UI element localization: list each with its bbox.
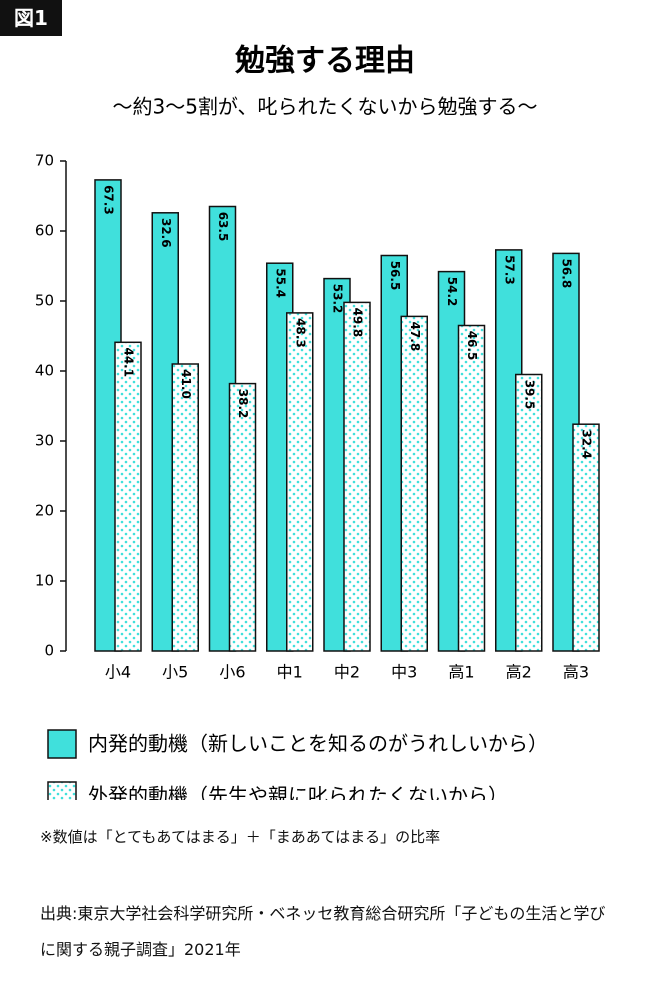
value-label: 54.2 (445, 277, 459, 307)
bar (114, 341, 142, 652)
y-tick-label: 50 (35, 292, 54, 310)
source: 出典:東京大学社会科学研究所・ベネッセ教育総合研究所「子どもの生活と学びに関する… (40, 904, 606, 959)
note: ※数値は「とてもあてはまる」＋「まああてはまる」の比率 (40, 828, 441, 846)
bar (228, 382, 257, 652)
x-tick-label: 高3 (563, 663, 589, 682)
legend-label: 外発的動機（先生や親に叱られたくないから） (88, 784, 508, 801)
bar (343, 301, 371, 652)
value-label: 48.3 (293, 318, 307, 348)
bar (286, 312, 314, 652)
x-tick-label: 小4 (105, 663, 131, 682)
chart: 勉強する理由 〜約3〜5割が、叱られたくないから勉強する〜 0 10 20 30 40 5… (35, 44, 600, 801)
legend-swatch (47, 729, 77, 759)
value-label: 32.4 (580, 429, 594, 459)
value-label: 46.5 (465, 331, 479, 361)
x-tick-label: 高2 (506, 663, 532, 682)
y-tick-label: 60 (35, 222, 54, 240)
x-tick-label: 中3 (391, 663, 417, 682)
value-label: 41.0 (179, 369, 193, 399)
x-tick-label: 中2 (334, 663, 360, 682)
value-label: 57.3 (502, 255, 516, 285)
bar (171, 363, 199, 652)
value-label: 53.2 (331, 284, 345, 314)
x-tick-label: 高1 (448, 663, 474, 682)
x-tick-label: 中1 (277, 663, 303, 682)
chart-subtitle: 〜約3〜5割が、叱られたくないから勉強する〜 (112, 95, 537, 119)
value-label: 47.8 (408, 322, 422, 352)
y-tick-label: 0 (44, 642, 54, 660)
y-tick-label: 70 (35, 152, 54, 170)
bar (572, 423, 600, 652)
value-label: 56.5 (388, 261, 402, 291)
value-label: 49.8 (351, 308, 365, 338)
y-tick-label: 10 (35, 572, 54, 590)
x-tick-label: 小6 (219, 663, 245, 682)
figure-badge: 図1 (0, 0, 62, 36)
bar (515, 373, 543, 652)
y-tick-label: 20 (35, 502, 54, 520)
x-tick-label: 小5 (162, 663, 188, 682)
value-label: 32.6 (159, 218, 173, 248)
value-label: 67.3 (102, 185, 116, 215)
legend-label: 内発的動機（新しいことを知るのがうれしいから） (88, 732, 548, 756)
bar (457, 324, 486, 652)
y-tick-label: 40 (35, 362, 54, 380)
y-tick-label: 30 (35, 432, 54, 450)
chart-title: 勉強する理由 (234, 44, 415, 79)
value-label: 39.5 (522, 380, 536, 410)
value-label: 44.1 (122, 347, 136, 377)
value-label: 38.2 (236, 389, 250, 419)
legend-swatch (47, 781, 77, 800)
bar (400, 315, 428, 652)
value-label: 56.8 (560, 259, 574, 289)
value-label: 63.5 (216, 212, 230, 242)
value-label: 55.4 (273, 268, 287, 298)
